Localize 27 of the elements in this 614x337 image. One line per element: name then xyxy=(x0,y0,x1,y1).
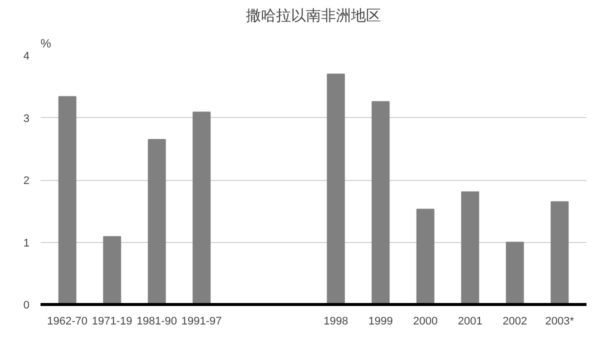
y-tick-label: 3 xyxy=(23,112,30,125)
x-tick-label: 2003* xyxy=(545,316,575,328)
x-tick-label: 1962-70 xyxy=(47,316,88,328)
bar xyxy=(506,242,524,304)
bar xyxy=(192,112,211,304)
x-tick-label: 1998 xyxy=(324,316,348,328)
y-axis-title: % xyxy=(40,36,52,50)
x-tick-label: 1981-90 xyxy=(136,316,178,328)
bar xyxy=(550,201,569,304)
x-tick-label: 2002 xyxy=(502,316,528,328)
bar xyxy=(103,236,122,304)
bar xyxy=(372,101,390,304)
x-tick-label: 2000 xyxy=(413,316,438,328)
bar xyxy=(148,139,166,304)
bar xyxy=(58,96,76,304)
y-tick-label: 1 xyxy=(23,237,30,250)
x-tick-label: 1971-19 xyxy=(92,316,132,328)
bar xyxy=(461,191,480,304)
bar xyxy=(326,74,345,304)
y-tick-label: 0 xyxy=(23,300,30,312)
chart-title: 撒哈拉以南非洲地区 xyxy=(246,8,381,24)
x-tick-label: 1991-97 xyxy=(181,316,222,328)
x-tick-label: 2001 xyxy=(458,316,482,328)
x-tick-label: 1999 xyxy=(368,316,393,328)
y-tick-label: 4 xyxy=(23,50,30,62)
bar xyxy=(416,208,434,304)
y-tick-label: 2 xyxy=(23,175,30,187)
